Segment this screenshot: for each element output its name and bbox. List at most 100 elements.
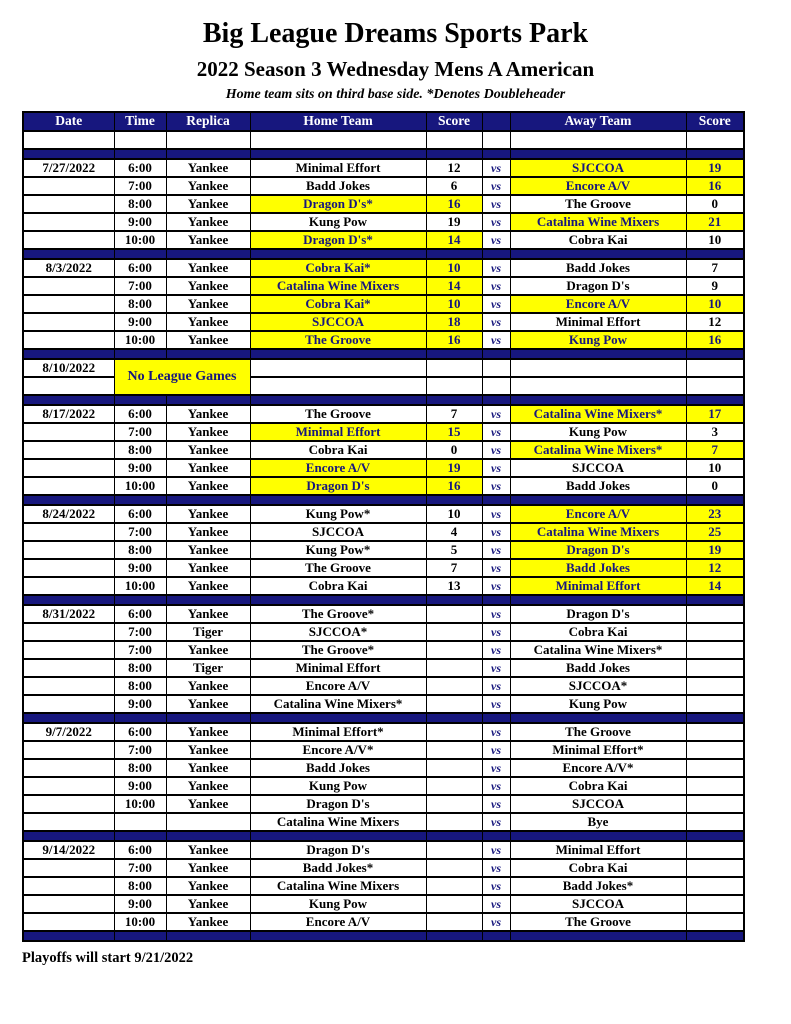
game-row: 7:00 Yankee Badd Jokes 6 vs Encore A/V 16: [22, 176, 745, 196]
blank-row: [22, 130, 745, 150]
date-cell: [22, 248, 115, 260]
home-score-cell: [425, 694, 483, 714]
away-team-cell: Encore A/V: [509, 504, 687, 524]
vs-cell: [481, 358, 511, 378]
away-team-cell: Cobra Kai: [509, 230, 687, 250]
time-cell: 6:00: [113, 722, 167, 742]
separator-row: [22, 394, 745, 406]
time-cell: 8:00: [113, 676, 167, 696]
away-score-cell: [685, 758, 745, 778]
game-row: 9/7/2022 6:00 Yankee Minimal Effort* vs The G…: [22, 722, 745, 742]
away-team-cell: Catalina Wine Mixers*: [509, 640, 687, 660]
away-score-cell: 12: [685, 558, 745, 578]
away-team-cell: Kung Pow: [509, 422, 687, 442]
vs-cell: vs: [481, 176, 511, 196]
away-score-cell: [685, 676, 745, 696]
vs-cell: vs: [481, 522, 511, 542]
away-team-cell: Cobra Kai: [509, 858, 687, 878]
replica-cell: Yankee: [165, 312, 251, 332]
vs-cell: vs: [481, 476, 511, 496]
away-team-cell: Dragon D's: [509, 276, 687, 296]
home-team-cell: The Groove*: [249, 604, 427, 624]
date-cell: 7/27/2022: [22, 158, 115, 178]
away-score-cell: [685, 858, 745, 878]
away-score-cell: 7: [685, 440, 745, 460]
home-team-cell: Kung Pow: [249, 894, 427, 914]
date-cell: [22, 794, 115, 814]
home-score-cell: [425, 722, 483, 742]
away-team-cell: Minimal Effort: [509, 840, 687, 860]
home-team-cell: [249, 348, 427, 360]
away-team-cell: [509, 594, 687, 606]
game-row: 9:00 Yankee Kung Pow vs Cobra Kai: [22, 776, 745, 796]
replica-cell: Yankee: [165, 230, 251, 250]
home-score-cell: [425, 812, 483, 832]
away-team-cell: The Groove: [509, 912, 687, 932]
vs-cell: vs: [481, 640, 511, 660]
home-team-cell: Encore A/V: [249, 676, 427, 696]
home-team-cell: SJCCOA*: [249, 622, 427, 642]
separator-row: [22, 830, 745, 842]
game-row: 8:00 Yankee Dragon D's* 16 vs The Groove 0: [22, 194, 745, 214]
page-subtitle: 2022 Season 3 Wednesday Mens A American: [196, 57, 595, 81]
home-score-cell: 18: [425, 312, 483, 332]
away-score-cell: [685, 812, 745, 832]
game-row: 8:00 Yankee Catalina Wine Mixers vs Badd Jok…: [22, 876, 745, 896]
away-score-cell: [685, 640, 745, 660]
time-cell: 7:00: [113, 640, 167, 660]
home-score-cell: [425, 348, 483, 360]
game-row: 8:00 Yankee Cobra Kai 0 vs Catalina Wine Mixe…: [22, 440, 745, 460]
away-team-cell: SJCCOA: [509, 794, 687, 814]
home-team-cell: Minimal Effort: [249, 158, 427, 178]
away-team-cell: Minimal Effort: [509, 576, 687, 596]
time-cell: 6:00: [113, 158, 167, 178]
home-team-cell: SJCCOA: [249, 312, 427, 332]
replica-cell: Yankee: [165, 558, 251, 578]
away-score-cell: 10: [685, 294, 745, 314]
date-cell: [22, 758, 115, 778]
vs-cell: vs: [481, 312, 511, 332]
vs-cell: vs: [481, 558, 511, 578]
home-score-cell: [425, 494, 483, 506]
game-row: 8:00 Yankee Badd Jokes vs Encore A/V*: [22, 758, 745, 778]
separator-row: [22, 148, 745, 160]
away-team-cell: [509, 348, 687, 360]
away-team-cell: Badd Jokes: [509, 258, 687, 278]
date-cell: [22, 130, 115, 150]
vs-cell: vs: [481, 676, 511, 696]
date-cell: [22, 312, 115, 332]
date-cell: [22, 476, 115, 496]
date-cell: 8/24/2022: [22, 504, 115, 524]
col-header-home-team: Home Team: [249, 111, 427, 132]
vs-cell: [481, 394, 511, 406]
away-team-cell: Cobra Kai: [509, 622, 687, 642]
time-cell: [113, 394, 167, 406]
away-score-cell: [685, 494, 745, 506]
home-score-cell: 14: [425, 230, 483, 250]
time-cell: 8:00: [113, 658, 167, 678]
home-score-cell: [425, 830, 483, 842]
away-team-cell: [509, 930, 687, 942]
no-games-row: 8/10/2022 No League Games: [22, 358, 745, 396]
separator-row: [22, 494, 745, 506]
away-team-cell: [509, 358, 687, 378]
time-cell: 8:00: [113, 876, 167, 896]
game-row: 8:00 Yankee Kung Pow* 5 vs Dragon D's 19: [22, 540, 745, 560]
game-row: 10:00 Yankee The Groove 16 vs Kung Pow 16: [22, 330, 745, 350]
time-cell: 7:00: [113, 740, 167, 760]
replica-cell: Yankee: [165, 722, 251, 742]
replica-cell: Yankee: [165, 640, 251, 660]
replica-cell: Yankee: [165, 604, 251, 624]
home-team-cell: The Groove: [249, 558, 427, 578]
time-cell: 7:00: [113, 176, 167, 196]
away-score-cell: [685, 148, 745, 160]
game-row: 8/31/2022 6:00 Yankee The Groove* vs Dragon D…: [22, 604, 745, 624]
home-score-cell: 16: [425, 476, 483, 496]
home-team-cell: Badd Jokes*: [249, 858, 427, 878]
col-header-time: Time: [113, 111, 167, 132]
vs-cell: vs: [481, 858, 511, 878]
date-cell: [22, 912, 115, 932]
home-score-cell: 16: [425, 194, 483, 214]
home-score-cell: [425, 594, 483, 606]
away-team-cell: SJCCOA: [509, 894, 687, 914]
